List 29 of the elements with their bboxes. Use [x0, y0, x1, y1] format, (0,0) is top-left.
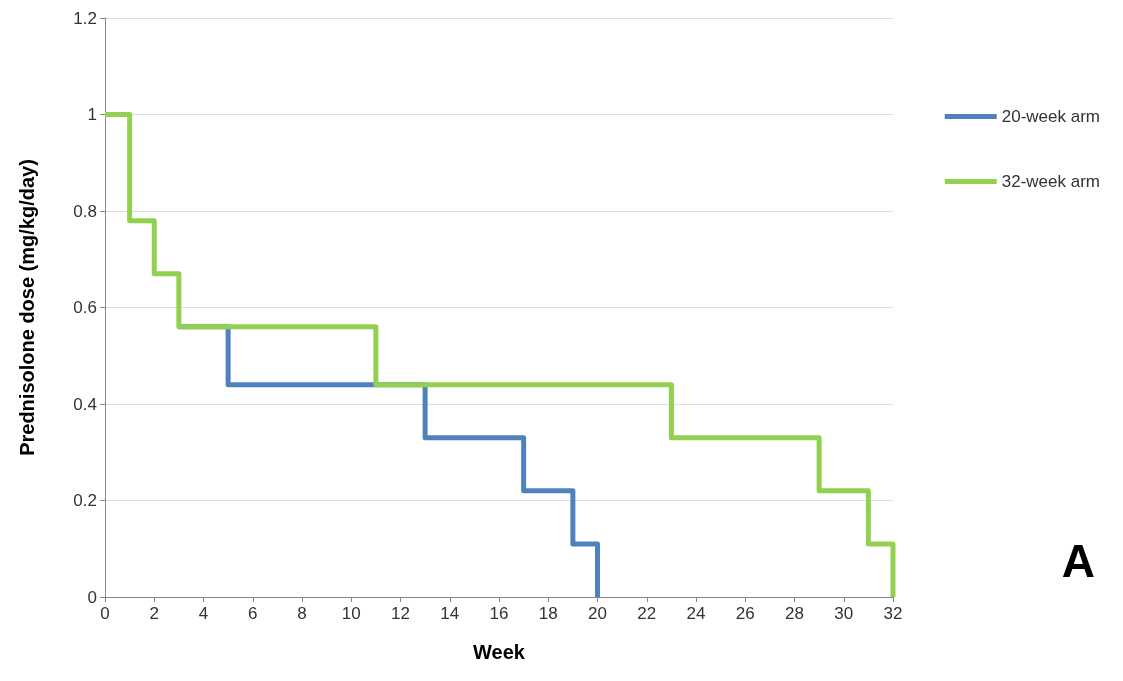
y-tick-label: 0.6 — [73, 298, 97, 317]
text: A — [1061, 535, 1096, 587]
x-tick-label: 12 — [391, 604, 410, 623]
x-tick-label: 20 — [588, 604, 607, 623]
x-tick-label: 18 — [538, 604, 558, 623]
y-tick-label: 0.8 — [73, 201, 97, 221]
x-tick-label: 32 — [883, 604, 903, 623]
x-axis-title: Week — [473, 641, 526, 663]
legend-label: 20-week arm — [1001, 107, 1101, 126]
x-tick-label: 6 — [248, 604, 258, 623]
y-tick-label: 1.2 — [73, 8, 97, 28]
y-tick-label: 0 — [87, 587, 97, 607]
x-tick-label: 4 — [198, 604, 209, 623]
y-axis-title: Prednisolone dose (mg/kg/day) — [16, 159, 38, 456]
legend-label: 32-week arm — [1001, 172, 1101, 191]
x-tick-label: 0 — [100, 604, 110, 623]
y-tick-label: 0.4 — [73, 394, 97, 414]
y-tick-label: 0.2 — [73, 491, 97, 510]
x-tick-label: 24 — [686, 604, 706, 623]
x-tick-label: 2 — [149, 604, 159, 623]
y-tick-label: 1 — [87, 105, 97, 124]
x-tick-label: 14 — [440, 604, 460, 623]
x-tick-label: 22 — [637, 604, 657, 623]
x-tick-label: 30 — [834, 604, 854, 623]
x-tick-label: 16 — [489, 604, 509, 623]
x-tick-label: 10 — [341, 604, 361, 623]
x-tick-label: 8 — [297, 604, 307, 623]
x-tick-label: 28 — [785, 604, 804, 623]
x-tick-label: 26 — [735, 604, 755, 623]
